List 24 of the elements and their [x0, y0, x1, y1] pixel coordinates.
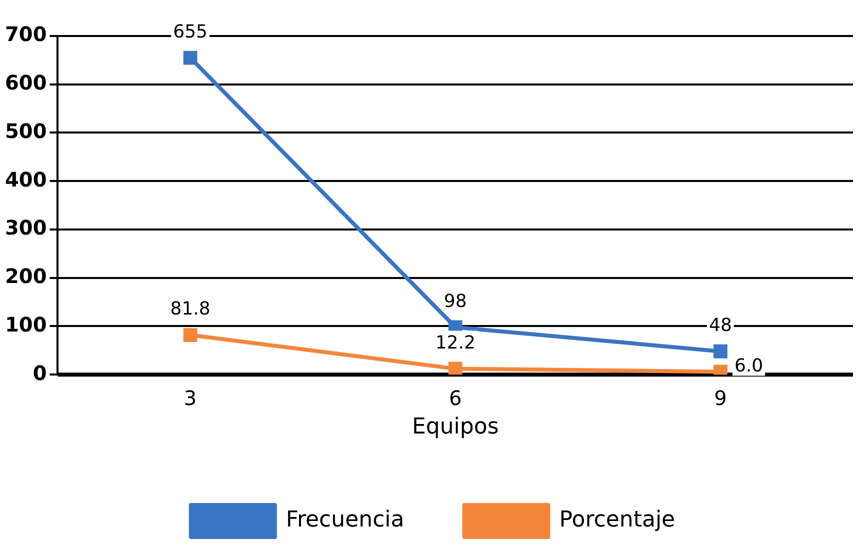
- legend-label: Porcentaje: [559, 508, 676, 533]
- x-tick-label: 3: [184, 386, 197, 410]
- data-label: 81.8: [170, 298, 210, 320]
- data-label: 48: [709, 315, 732, 336]
- point: [448, 362, 462, 375]
- data-label: 12.2: [435, 332, 476, 354]
- legend-label: Frecuencia: [286, 508, 404, 533]
- point: [183, 50, 198, 65]
- y-tick-label: 200: [5, 264, 47, 288]
- y-tick-label: 700: [5, 22, 47, 46]
- x-axis-title: Equipos: [412, 414, 499, 440]
- y-tick-label: 400: [5, 167, 47, 192]
- data-label: 6.0: [734, 355, 764, 376]
- data-label: 98: [444, 290, 467, 312]
- y-tick-label: 500: [5, 118, 47, 143]
- y-tick-label: 100: [5, 312, 47, 336]
- y-tick-label: 600: [5, 70, 47, 95]
- x-tick-label: 9: [714, 386, 727, 410]
- x-tick-label: 6: [449, 386, 462, 410]
- point: [183, 328, 198, 342]
- point: [714, 344, 728, 358]
- y-tick-label: 300: [5, 216, 47, 240]
- data-label: 655: [173, 21, 208, 42]
- y-tick-label: 0: [32, 360, 47, 385]
